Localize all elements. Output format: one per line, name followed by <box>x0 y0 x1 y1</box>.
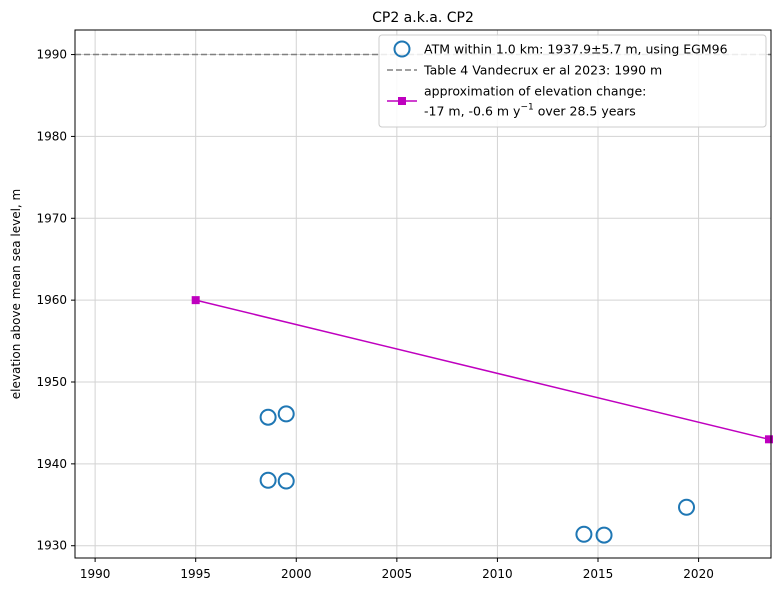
trend-point <box>764 435 773 444</box>
legend-marker-atm <box>393 40 411 58</box>
y-tick-label: 1970 <box>36 211 67 225</box>
atm-point <box>259 471 277 489</box>
legend: ATM within 1.0 km: 1937.9±5.7 m, using E… <box>378 34 767 128</box>
y-tick-label: 1950 <box>36 375 67 389</box>
x-tick-label: 1995 <box>180 567 211 581</box>
x-tick-label: 1990 <box>80 567 111 581</box>
trend-line <box>195 299 770 441</box>
legend-label-trend-line1: approximation of elevation change: <box>424 84 646 99</box>
y-axis-label: elevation above mean sea level, m <box>9 189 23 399</box>
y-tick-label: 1940 <box>36 457 67 471</box>
chart-title: CP2 a.k.a. CP2 <box>372 10 474 26</box>
y-tick-label: 1990 <box>36 48 67 62</box>
x-tick-label: 2015 <box>583 567 614 581</box>
x-axis-ticks: 1990 1995 2000 2005 2010 2015 2020 <box>80 558 714 581</box>
x-tick-label: 2005 <box>382 567 413 581</box>
legend-label-atm: ATM within 1.0 km: 1937.9±5.7 m, using E… <box>424 42 728 57</box>
atm-point <box>259 408 277 426</box>
atm-point <box>277 405 295 423</box>
series-layer <box>75 53 773 544</box>
y-axis-ticks: 1930 1940 1950 1960 1970 1980 1990 <box>36 48 75 553</box>
legend-box <box>378 34 767 128</box>
legend-marker-trend-square <box>398 97 406 105</box>
legend-label-trend-line2: -17 m, -0.6 m y−1 over 28.5 years <box>424 103 636 119</box>
y-tick-label: 1960 <box>36 293 67 307</box>
x-tick-label: 2010 <box>482 567 513 581</box>
atm-point <box>277 472 295 490</box>
x-tick-label: 2020 <box>683 567 714 581</box>
y-tick-label: 1980 <box>36 129 67 143</box>
trend-point <box>191 296 200 305</box>
x-tick-label: 2000 <box>281 567 312 581</box>
y-tick-label: 1930 <box>36 539 67 553</box>
atm-point <box>575 525 593 543</box>
legend-label-reference: Table 4 Vandecrux er al 2023: 1990 m <box>423 63 662 78</box>
atm-point <box>678 498 696 516</box>
atm-point <box>595 526 613 544</box>
plot-frame <box>74 29 772 559</box>
